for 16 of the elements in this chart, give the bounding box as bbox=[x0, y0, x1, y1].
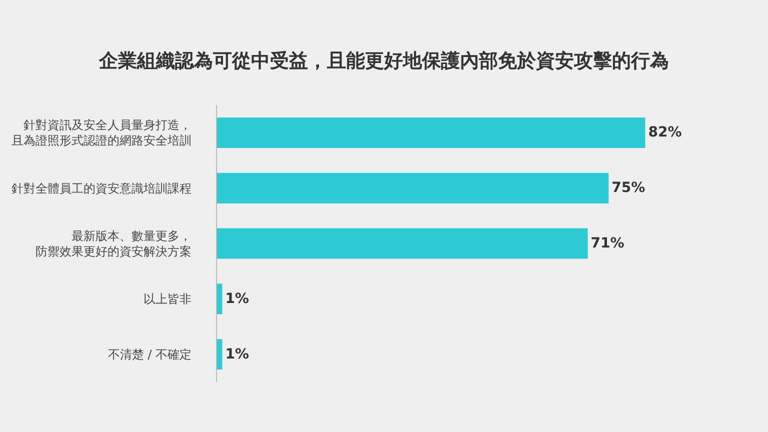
y-tick-label: 以上皆非 bbox=[144, 292, 192, 306]
chart-title: 企業組織認為可從中受益，且能更好地保護內部免於資安攻擊的行為 bbox=[98, 50, 669, 72]
data-label: 82% bbox=[648, 124, 682, 141]
y-tick-label: 最新版本、數量更多，防禦效果更好的資安解決方案 bbox=[36, 228, 192, 258]
bar bbox=[217, 339, 222, 370]
y-tick-label: 針對資訊及安全人員量身打造，且為證照形式認證的網路安全培訓 bbox=[12, 118, 192, 148]
data-label: 75% bbox=[612, 180, 646, 196]
bar bbox=[217, 117, 646, 148]
data-label: 71% bbox=[590, 236, 624, 252]
data-label: 1% bbox=[225, 346, 249, 362]
y-tick-label: 不清楚 / 不確定 bbox=[108, 348, 192, 362]
bar bbox=[217, 172, 609, 204]
bar bbox=[217, 284, 222, 314]
bar bbox=[217, 228, 588, 259]
data-label: 1% bbox=[225, 290, 249, 307]
y-tick-label: 針對全體員工的資安意識培訓課程 bbox=[12, 181, 192, 196]
